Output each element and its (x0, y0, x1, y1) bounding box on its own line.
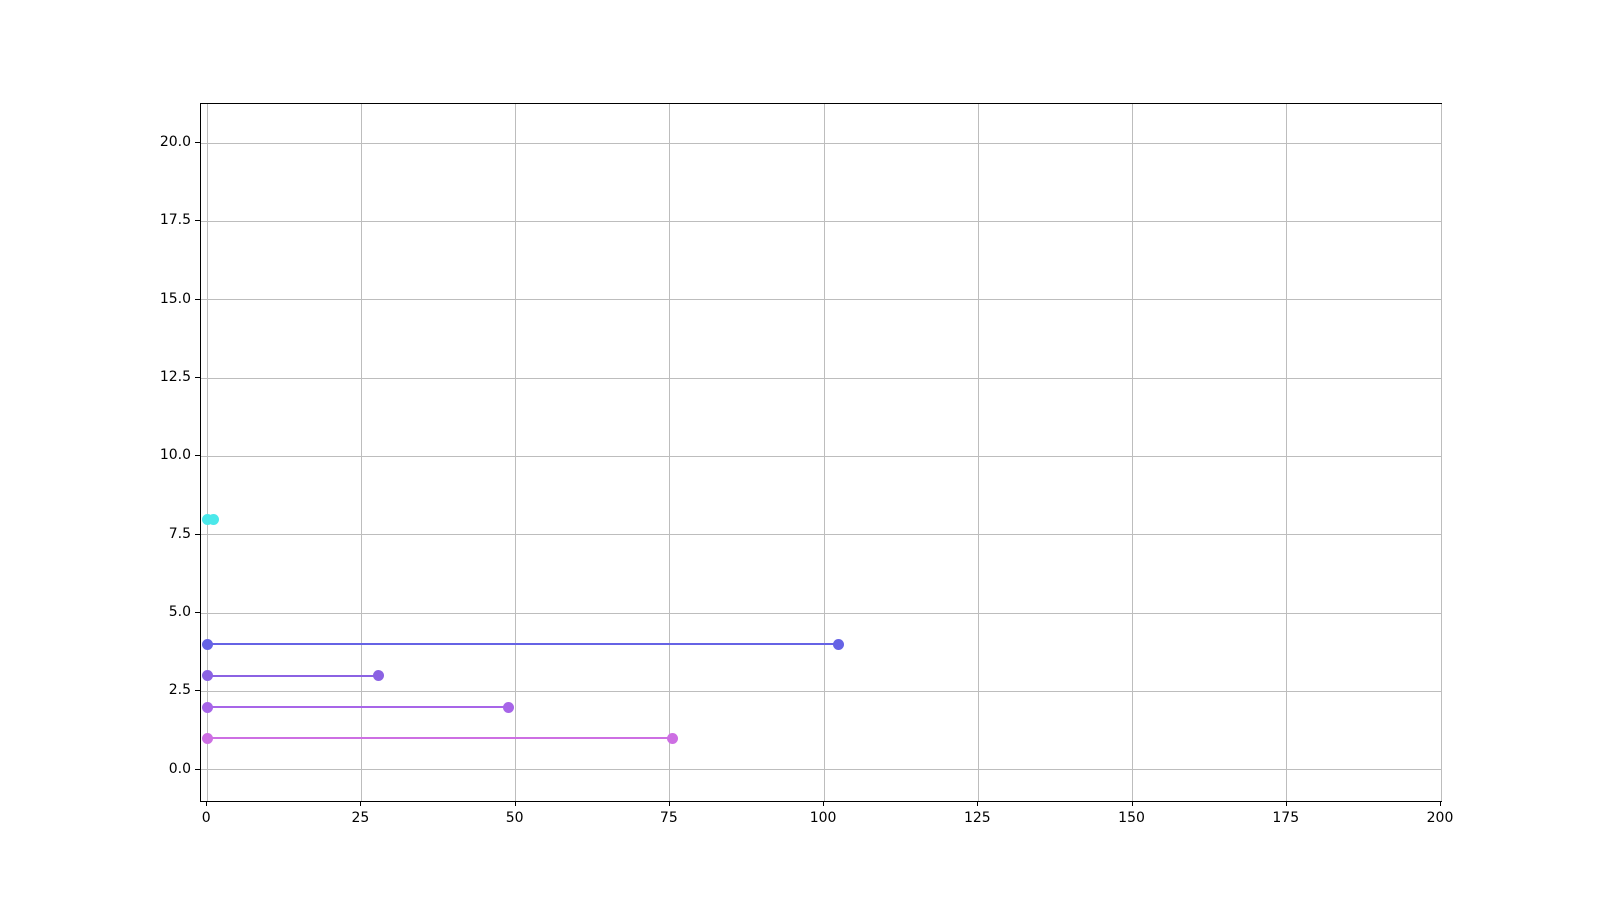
y-tick-mark (195, 690, 200, 692)
x-gridline (1440, 104, 1442, 801)
x-tick-label: 50 (505, 810, 524, 826)
x-tick-mark (977, 801, 979, 806)
y-tick-mark (195, 377, 200, 379)
y-tick-label: 15.0 (159, 290, 191, 307)
segment-y2-line (207, 706, 509, 709)
y-tick-mark (195, 533, 200, 535)
x-tick-mark (514, 801, 516, 806)
y-gridline (201, 534, 1441, 536)
x-tick-label: 75 (659, 810, 678, 826)
y-tick-mark (195, 298, 200, 300)
x-tick-mark (1440, 801, 1441, 806)
segment-y1-marker-end (667, 732, 679, 744)
segment-y2-marker-end (503, 701, 515, 713)
x-tick-mark (668, 801, 670, 806)
x-tick-label: 125 (963, 810, 991, 826)
y-tick-label: 2.5 (168, 682, 191, 699)
y-gridline (201, 299, 1441, 301)
x-tick-label: 175 (1272, 810, 1300, 826)
y-tick-label: 5.0 (168, 604, 191, 621)
segment-y4-marker-start (201, 638, 213, 650)
segment-y3-marker-end (372, 670, 384, 682)
y-gridline (201, 142, 1441, 144)
y-gridline (201, 377, 1441, 379)
y-tick-label: 12.5 (159, 369, 191, 386)
x-tick-label: 150 (1118, 810, 1145, 826)
x-tick-mark (823, 801, 825, 806)
y-gridline (201, 220, 1441, 222)
segment-y2-marker-start (201, 701, 213, 713)
x-tick-mark (1285, 801, 1287, 806)
plot-area (200, 103, 1442, 802)
x-tick-mark (360, 801, 362, 806)
y-gridline (201, 690, 1441, 692)
y-tick-label: 10.0 (159, 447, 191, 464)
y-tick-label: 0.0 (168, 760, 191, 777)
x-gridline (1286, 104, 1288, 801)
x-tick-mark (1131, 801, 1133, 806)
segment-y8-marker-end (208, 513, 220, 525)
segment-y1-line (207, 737, 673, 740)
segment-y4-line (207, 643, 839, 646)
x-tick-label: 0 (201, 810, 211, 826)
x-gridline (669, 104, 671, 801)
y-tick-label: 7.5 (168, 525, 191, 542)
x-gridline (823, 104, 825, 801)
segment-y3-line (207, 674, 379, 677)
x-tick-label: 100 (809, 810, 837, 826)
x-gridline (206, 104, 208, 801)
y-tick-label: 17.5 (159, 212, 191, 229)
x-gridline (360, 104, 362, 801)
y-gridline (201, 455, 1441, 457)
y-gridline (201, 612, 1441, 614)
y-tick-mark (195, 142, 200, 144)
x-tick-mark (206, 801, 208, 806)
x-tick-label: 200 (1426, 810, 1454, 826)
segment-y1-marker-start (201, 732, 213, 744)
segment-y4-marker-end (833, 638, 845, 650)
x-gridline (515, 104, 517, 801)
gridlines-layer (201, 104, 1442, 801)
y-tick-mark (195, 220, 200, 222)
y-gridline (201, 769, 1441, 771)
x-gridline (1132, 104, 1134, 801)
segment-y3-marker-start (201, 670, 213, 682)
x-tick-label: 25 (351, 810, 370, 826)
series-layer (201, 104, 1441, 801)
segment-y8-marker-start (201, 513, 213, 525)
x-gridline (977, 104, 979, 801)
y-tick-mark (195, 768, 200, 770)
y-tick-mark (195, 455, 200, 457)
y-tick-mark (195, 612, 200, 614)
y-tick-label: 20.0 (159, 134, 191, 151)
